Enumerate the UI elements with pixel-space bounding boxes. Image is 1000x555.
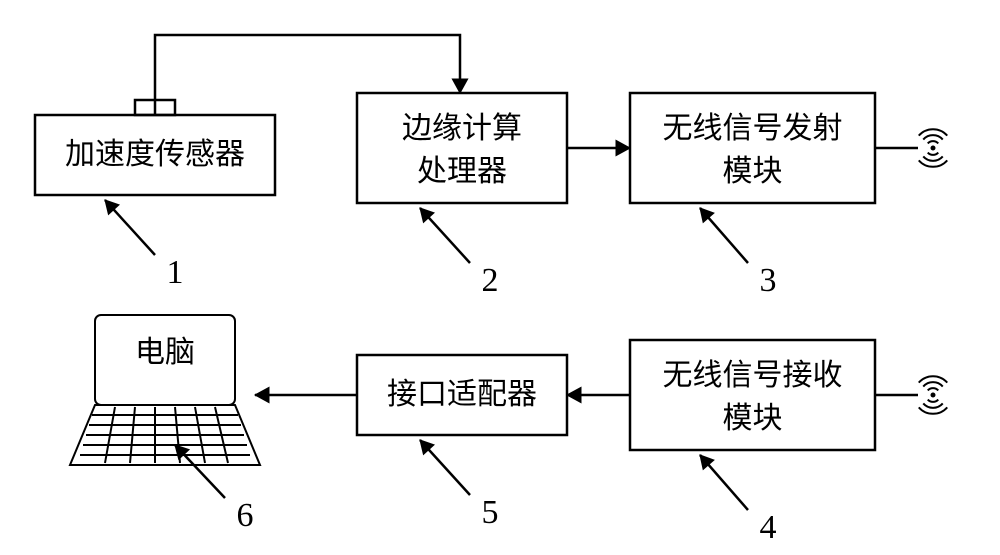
svg-text:处理器: 处理器: [417, 155, 507, 188]
ref-label: 3: [760, 262, 777, 299]
ref-label: 5: [482, 494, 499, 531]
svg-text:无线信号发射: 无线信号发射: [663, 112, 843, 145]
wifi-icons: [919, 129, 948, 414]
svg-text:边缘计算: 边缘计算: [402, 112, 522, 145]
diagram-canvas: 加速度传感器 边缘计算 处理器 无线信号发射 模块 无线信号接收 模块 接口适配…: [0, 0, 1000, 555]
wifi-icon: [919, 129, 948, 167]
node-4: 无线信号接收 模块: [630, 340, 875, 450]
wifi-icon: [919, 376, 948, 414]
svg-text:模块: 模块: [723, 402, 783, 435]
ref-label: 1: [167, 254, 184, 291]
node-3: 无线信号发射 模块: [630, 93, 875, 203]
ref-label: 4: [760, 509, 777, 546]
svg-text:加速度传感器: 加速度传感器: [65, 138, 245, 171]
svg-text:接口适配器: 接口适配器: [387, 378, 537, 411]
node-6-laptop: 电脑: [70, 315, 260, 465]
laptop-screen-text: 电脑: [135, 336, 195, 369]
ref-label: 6: [237, 497, 254, 534]
node-5: 接口适配器: [357, 355, 567, 435]
node-2: 边缘计算 处理器: [357, 93, 567, 203]
ref-label: 2: [482, 262, 499, 299]
svg-text:模块: 模块: [723, 155, 783, 188]
svg-text:无线信号接收: 无线信号接收: [663, 359, 843, 392]
node-1: 加速度传感器: [35, 115, 275, 195]
edges-layer: [155, 35, 918, 403]
